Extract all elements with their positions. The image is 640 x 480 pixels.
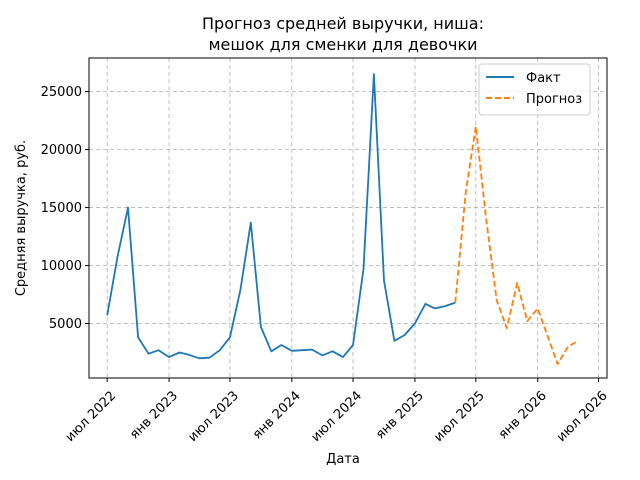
legend-label-fact: Факт [526, 71, 561, 86]
x-tick-label: июл 2022 [63, 388, 120, 445]
y-tick-label: 20000 [41, 143, 82, 158]
x-tick-label: июл 2026 [554, 388, 611, 445]
x-tick-label: янв 2023 [127, 388, 181, 442]
y-tick-label: 10000 [41, 259, 82, 274]
y-tick-label: 15000 [41, 201, 82, 216]
x-tick-label: июл 2023 [185, 388, 242, 445]
series-layer [106, 73, 579, 366]
x-tick-label: июл 2025 [431, 388, 488, 445]
legend-label-forecast: Прогноз [526, 92, 582, 107]
legend: Факт Прогноз [478, 63, 591, 116]
y-tick-label: 25000 [41, 85, 82, 100]
chart-title-line-2: мешок для сменки для девочки [208, 35, 477, 54]
x-tick-label: янв 2025 [373, 388, 427, 442]
y-axis-label: Средняя выручка, руб. [14, 140, 29, 296]
y-tick-label: 5000 [49, 317, 82, 332]
x-axis-label: Дата [326, 452, 360, 467]
x-tick-label: янв 2024 [250, 388, 304, 442]
x-tick-label: янв 2026 [496, 388, 550, 442]
series-line-fact [106, 73, 456, 360]
plot-frame [88, 57, 608, 379]
x-tick-label: июл 2024 [309, 388, 366, 445]
y-axis: 5000 10000 15000 20000 25000 [41, 85, 89, 332]
series-line-forecast [454, 125, 579, 366]
x-axis: июл 2022 янв 2023 июл 2023 янв 2024 июл 2024… [63, 378, 611, 445]
grid [89, 58, 607, 378]
chart-title-line-1: Прогноз средней выручки, ниша: [202, 14, 484, 33]
